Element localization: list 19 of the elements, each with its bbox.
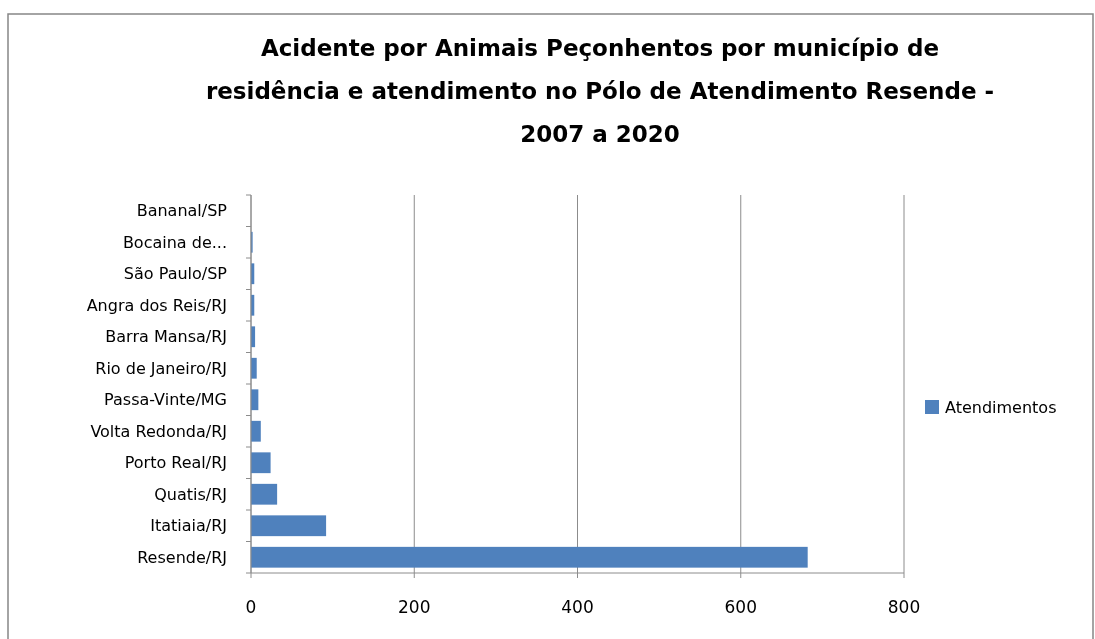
y-tick-label: Quatis/RJ xyxy=(154,484,227,504)
y-tick-label: Itatiaia/RJ xyxy=(150,516,227,536)
y-tick-label: Resende/RJ xyxy=(137,547,227,567)
x-tick-label: 200 xyxy=(398,597,431,617)
x-tick-label: 600 xyxy=(724,597,757,617)
x-tick-label: 800 xyxy=(887,597,921,617)
chart-title: Acidente por Animais Peçonhentos por município de residência e atendimento no Pólo de Atendimento Resende - 2007 a 2020 xyxy=(205,35,995,147)
legend-label: Atendimentos xyxy=(945,397,1057,417)
y-tick-label: Bananal/SP xyxy=(136,201,228,221)
y-tick-label: Porto Real/RJ xyxy=(124,453,227,473)
x-tick-label: 400 xyxy=(561,597,594,617)
y-tick-label: São Paulo/SP xyxy=(123,264,228,284)
y-tick-label: Passa-Vinte/MG xyxy=(104,390,227,410)
x-tick-label: 0 xyxy=(245,597,257,617)
y-tick-label: Rio de Janeiro/RJ xyxy=(95,358,227,378)
y-tick-label: Bocaina de... xyxy=(122,232,227,252)
y-tick-label: Angra dos Reis/RJ xyxy=(86,295,227,315)
y-tick-label: Barra Mansa/RJ xyxy=(105,327,227,347)
y-tick-label: Volta Redonda/RJ xyxy=(90,421,227,441)
